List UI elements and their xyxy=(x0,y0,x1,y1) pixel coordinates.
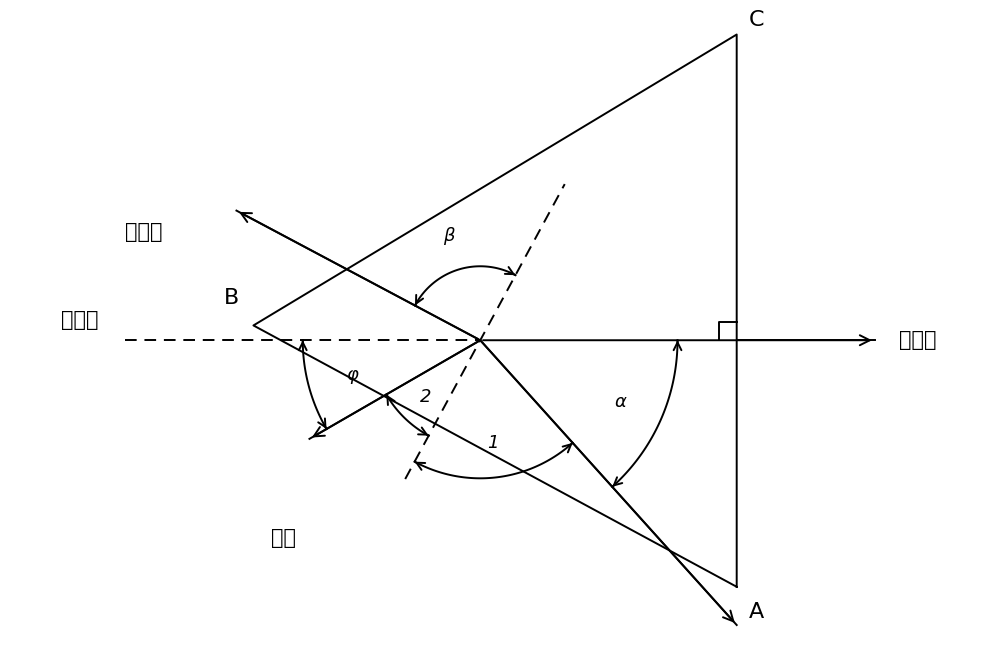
Text: α: α xyxy=(614,393,626,411)
Text: 零位线: 零位线 xyxy=(61,310,99,331)
Text: B: B xyxy=(223,288,239,308)
Text: 法线: 法线 xyxy=(271,527,296,548)
Text: A: A xyxy=(749,602,764,622)
Text: β: β xyxy=(443,228,455,246)
Text: 1: 1 xyxy=(487,434,498,452)
Text: 入射光: 入射光 xyxy=(899,330,937,350)
Text: 折射光: 折射光 xyxy=(125,222,163,242)
Text: C: C xyxy=(749,10,764,30)
Text: φ: φ xyxy=(346,366,358,383)
Text: 2: 2 xyxy=(420,388,431,406)
